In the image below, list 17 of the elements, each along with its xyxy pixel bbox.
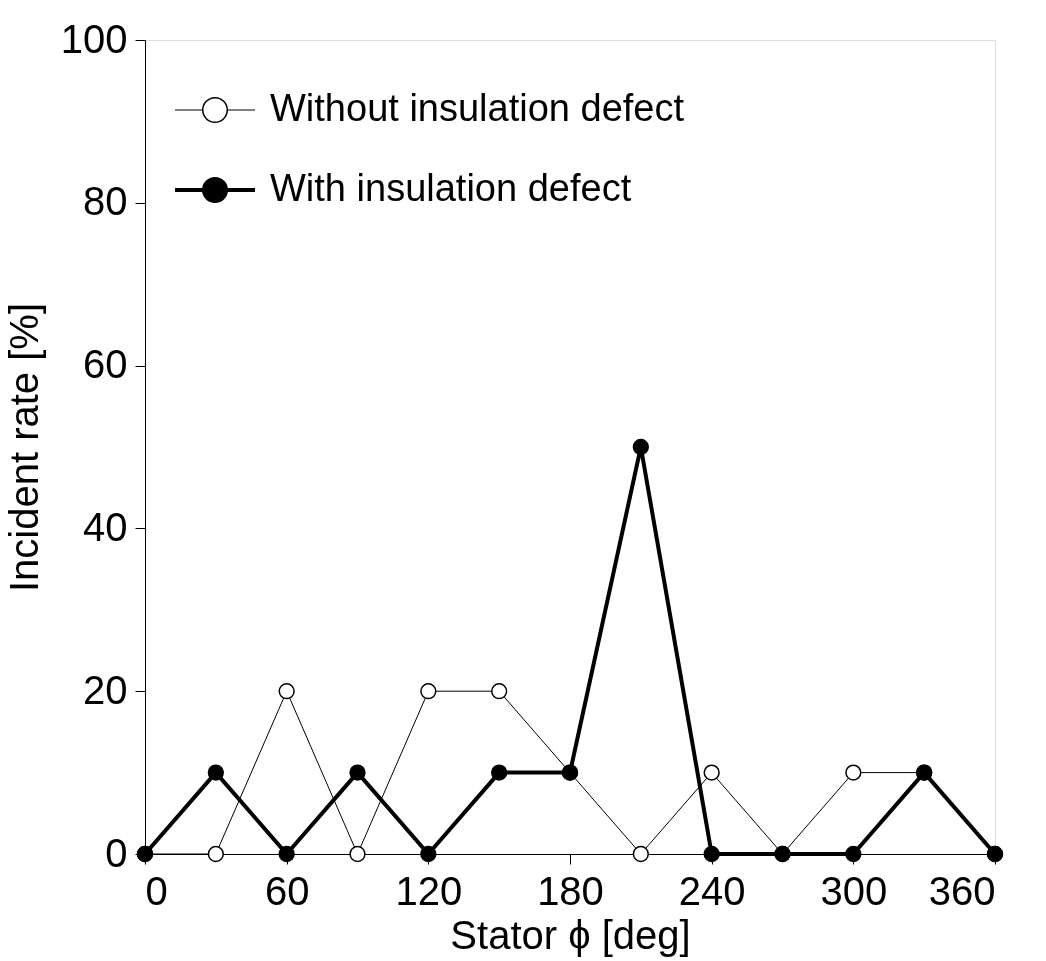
y-tick-label: 60 [83,342,128,387]
y-axis-title: Incident rate [%] [1,302,46,593]
y-tick-label: 20 [83,667,128,712]
x-tick-label: 360 [928,868,996,913]
x-axis-title: Stator ϕ [deg] [450,912,691,957]
x-tick-label: 120 [395,868,463,913]
legend-label: With insulation defect [270,167,632,209]
legend-label: Without insulation defect [270,87,685,129]
y-tick-label: 100 [60,16,128,61]
y-tick-label: 0 [105,830,128,875]
x-tick-label: 240 [678,868,746,913]
x-tick-label: 300 [820,868,888,913]
x-tick-label: 60 [264,868,310,913]
x-tick-label: 0 [145,868,168,913]
x-tick-label: 180 [537,868,604,913]
y-tick-label: 80 [83,179,128,224]
y-tick-label: 40 [83,504,128,549]
